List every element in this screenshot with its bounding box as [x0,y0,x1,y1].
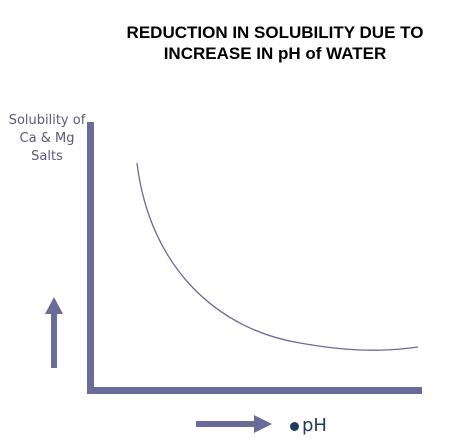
y-axis [87,122,94,394]
x-axis-label: pH [290,415,327,437]
diagram-title: REDUCTION IN SOLUBILITY DUE TO INCREASE … [60,22,464,64]
y-axis-label-line-3: Salts [31,149,63,164]
title-line-1: REDUCTION IN SOLUBILITY DUE TO [126,23,424,42]
y-axis-label-line-1: Solubility of [8,113,86,128]
x-axis [87,387,422,394]
title-line-2: INCREASE IN pH of WATER [163,44,387,63]
right-arrow-icon [196,415,272,433]
y-axis-label: Solubility of Ca & Mg Salts [0,112,94,166]
y-axis-label-line-2: Ca & Mg [19,131,75,146]
x-axis-label-text: pH [302,415,327,436]
up-arrow-icon [45,297,63,368]
bullet-icon [290,421,299,431]
solubility-curve [136,162,419,351]
